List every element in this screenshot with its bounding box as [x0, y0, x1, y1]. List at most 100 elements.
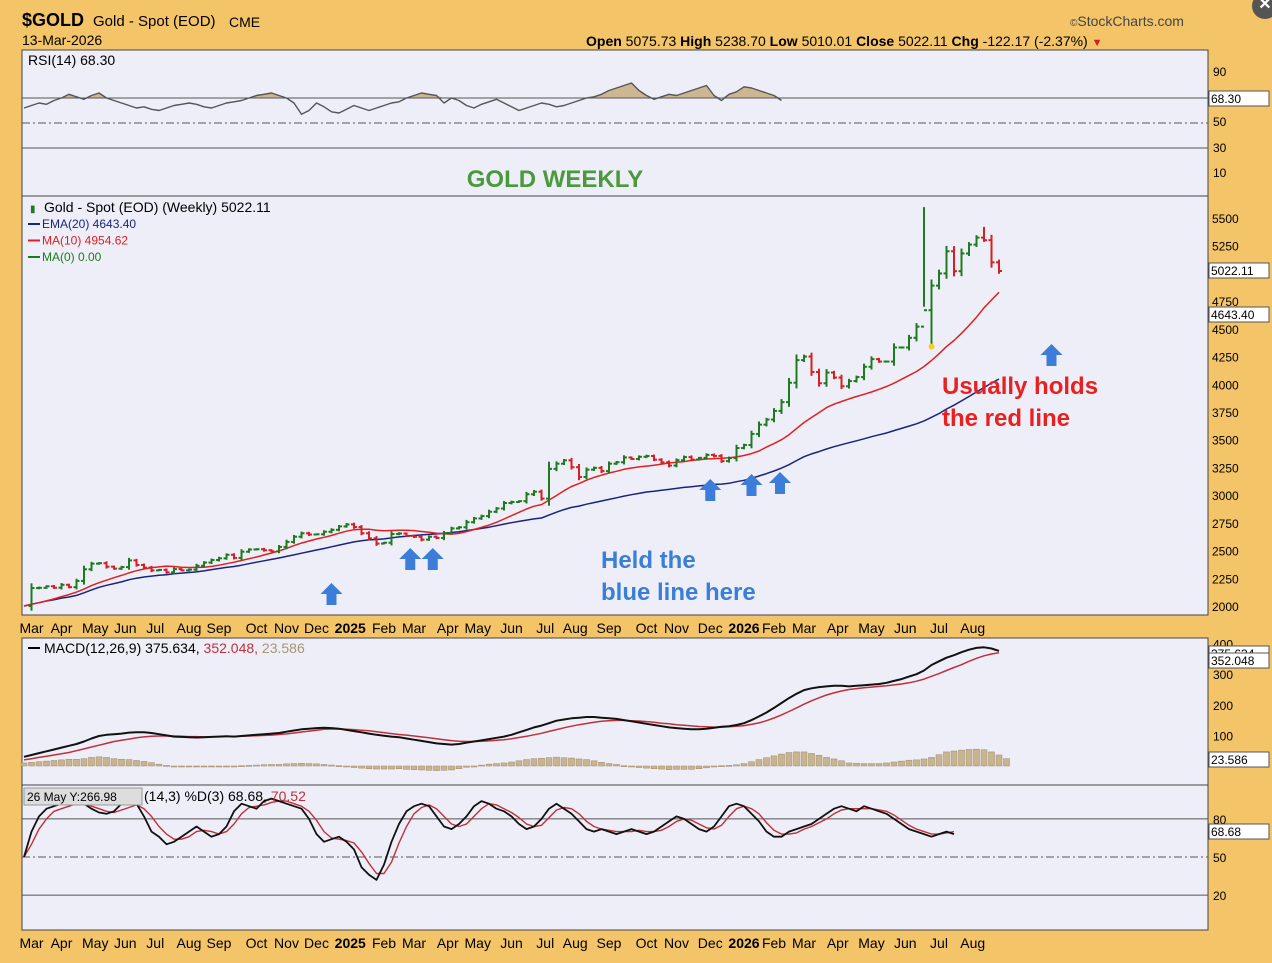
- macd-histogram-bar: [343, 765, 350, 768]
- high-value: 5238.70: [715, 33, 766, 49]
- macd-histogram-bar: [50, 760, 58, 767]
- x-axis-label-top: Jul: [536, 620, 554, 636]
- macd-histogram-bar: [545, 757, 553, 767]
- macd-histogram-bar: [58, 759, 65, 767]
- price-tick: 3250: [1212, 461, 1239, 475]
- price-legend-item: MA(10) 4954.62: [42, 234, 128, 248]
- macd-histogram-bar: [320, 764, 328, 767]
- macd-histogram-bar: [575, 758, 583, 767]
- macd-histogram-bar: [590, 760, 598, 767]
- ma10-line: [23, 291, 1000, 607]
- macd-histogram-bar: [613, 764, 620, 767]
- macd-histogram-bar: [425, 765, 433, 771]
- x-axis-label-bottom: Mar: [19, 935, 43, 951]
- macd-histogram-bar: [485, 763, 493, 767]
- price-tick: 3500: [1212, 434, 1239, 448]
- macd-histogram-bar: [665, 765, 673, 770]
- macd-histogram-bar: [110, 758, 118, 767]
- x-axis-label-top: 2026: [728, 620, 759, 636]
- annotation-red-line1: Usually holds: [942, 373, 1098, 400]
- macd-histogram-bar: [800, 751, 808, 767]
- macd-histogram-bar: [598, 762, 605, 767]
- close-icon[interactable]: ✕: [1252, 0, 1272, 19]
- macd-histogram-bar: [223, 765, 230, 768]
- x-axis-label-top: Aug: [177, 620, 202, 636]
- ema20-line: [23, 378, 1000, 607]
- rsi-tick: 90: [1213, 65, 1227, 79]
- x-axis-label-top: Feb: [372, 620, 396, 636]
- macd-histogram-bar: [530, 758, 538, 767]
- macd-histogram-bar: [305, 763, 313, 767]
- macd-histogram-bar: [568, 757, 575, 767]
- rsi-tick: 30: [1213, 141, 1227, 155]
- x-axis-label-top: May: [82, 620, 108, 636]
- macd-histogram-bar: [313, 763, 320, 767]
- macd-histogram-bar: [35, 761, 43, 767]
- x-axis-label-top: Aug: [563, 620, 588, 636]
- x-axis-label-bottom: Aug: [177, 935, 202, 951]
- macd-histogram-bar: [290, 763, 298, 767]
- macd-tick: 100: [1213, 729, 1233, 743]
- annotation-blue-line1: Held the: [601, 547, 696, 574]
- price-tick: 4250: [1212, 351, 1239, 365]
- rsi-tick: 50: [1213, 115, 1227, 129]
- x-axis-label-bottom: May: [858, 935, 884, 951]
- price-tick: 3750: [1212, 406, 1239, 420]
- x-axis-label-top: Mar: [792, 620, 816, 636]
- macd-histogram-bar: [118, 759, 125, 767]
- price-tick: 2000: [1212, 600, 1239, 614]
- macd-histogram-bar: [148, 762, 155, 767]
- chg-value: -122.17 (-2.37%): [982, 33, 1088, 49]
- x-axis-label-top: Sep: [207, 620, 232, 636]
- x-axis-label-top: Jun: [500, 620, 523, 636]
- x-axis-label-bottom: Mar: [402, 935, 426, 951]
- macd-histogram-bar: [470, 765, 478, 768]
- macd-histogram-bar: [950, 750, 958, 767]
- macd-histogram-bar: [193, 765, 200, 768]
- x-axis-label-top: Dec: [304, 620, 329, 636]
- macd-histogram-bar: [440, 765, 448, 771]
- macd-histogram-bar: [943, 751, 950, 767]
- macd-histogram-bar: [740, 763, 748, 767]
- brand-text: StockCharts.com: [1077, 13, 1184, 29]
- macd-signal-tag-box: [1208, 652, 1270, 669]
- macd-histogram-bar: [860, 763, 868, 767]
- macd-histogram-bar: [238, 765, 245, 767]
- up-arrow-icon: [421, 548, 444, 570]
- stoch-k-legend: (14,3) %D(3) 68.68,: [144, 788, 271, 804]
- x-axis-label-bottom: Dec: [698, 935, 723, 951]
- up-arrow-icon: [699, 479, 722, 501]
- open-label: Open: [586, 33, 622, 49]
- rsi-legend: RSI(14) 68.30: [28, 52, 115, 68]
- x-axis-label-top: May: [858, 620, 884, 636]
- macd-histogram-bar: [275, 764, 283, 767]
- macd-signal-legend-value: 352.048,: [204, 640, 262, 656]
- macd-histogram-bar: [845, 762, 853, 767]
- x-axis-label-bottom: Oct: [246, 935, 268, 951]
- macd-histogram-bar: [388, 765, 395, 770]
- macd-histogram-bar: [905, 759, 913, 767]
- macd-histogram-bar: [913, 759, 920, 767]
- x-axis-label-bottom: May: [465, 935, 491, 951]
- stoch-legend: (14,3) %D(3) 68.68, 70.52: [144, 788, 306, 804]
- macd-histogram-bar: [785, 752, 793, 767]
- macd-histogram-bar: [643, 765, 650, 769]
- close-label: Close: [856, 33, 895, 49]
- macd-histogram-bar: [65, 759, 73, 767]
- macd-histogram-bar: [988, 751, 995, 767]
- x-axis-label-bottom: Mar: [792, 935, 816, 951]
- x-axis-label-top: 2025: [335, 620, 366, 636]
- macd-histogram-bar: [920, 758, 928, 767]
- x-axis-label-bottom: Nov: [664, 935, 689, 951]
- macd-histogram-bar: [178, 765, 185, 768]
- macd-histogram-bar: [958, 749, 965, 767]
- stoch-value-tag: 68.68: [1211, 825, 1241, 839]
- x-axis-label-top: Nov: [664, 620, 689, 636]
- macd-histogram-bar: [755, 759, 763, 767]
- macd-histogram-bar: [28, 762, 35, 767]
- stoch-k-line: [23, 797, 955, 881]
- macd-histogram-bar: [815, 755, 823, 767]
- x-axis-label-bottom: Apr: [437, 935, 459, 951]
- macd-histogram-bar: [155, 763, 163, 767]
- chart-title: GOLD WEEKLY: [467, 166, 643, 193]
